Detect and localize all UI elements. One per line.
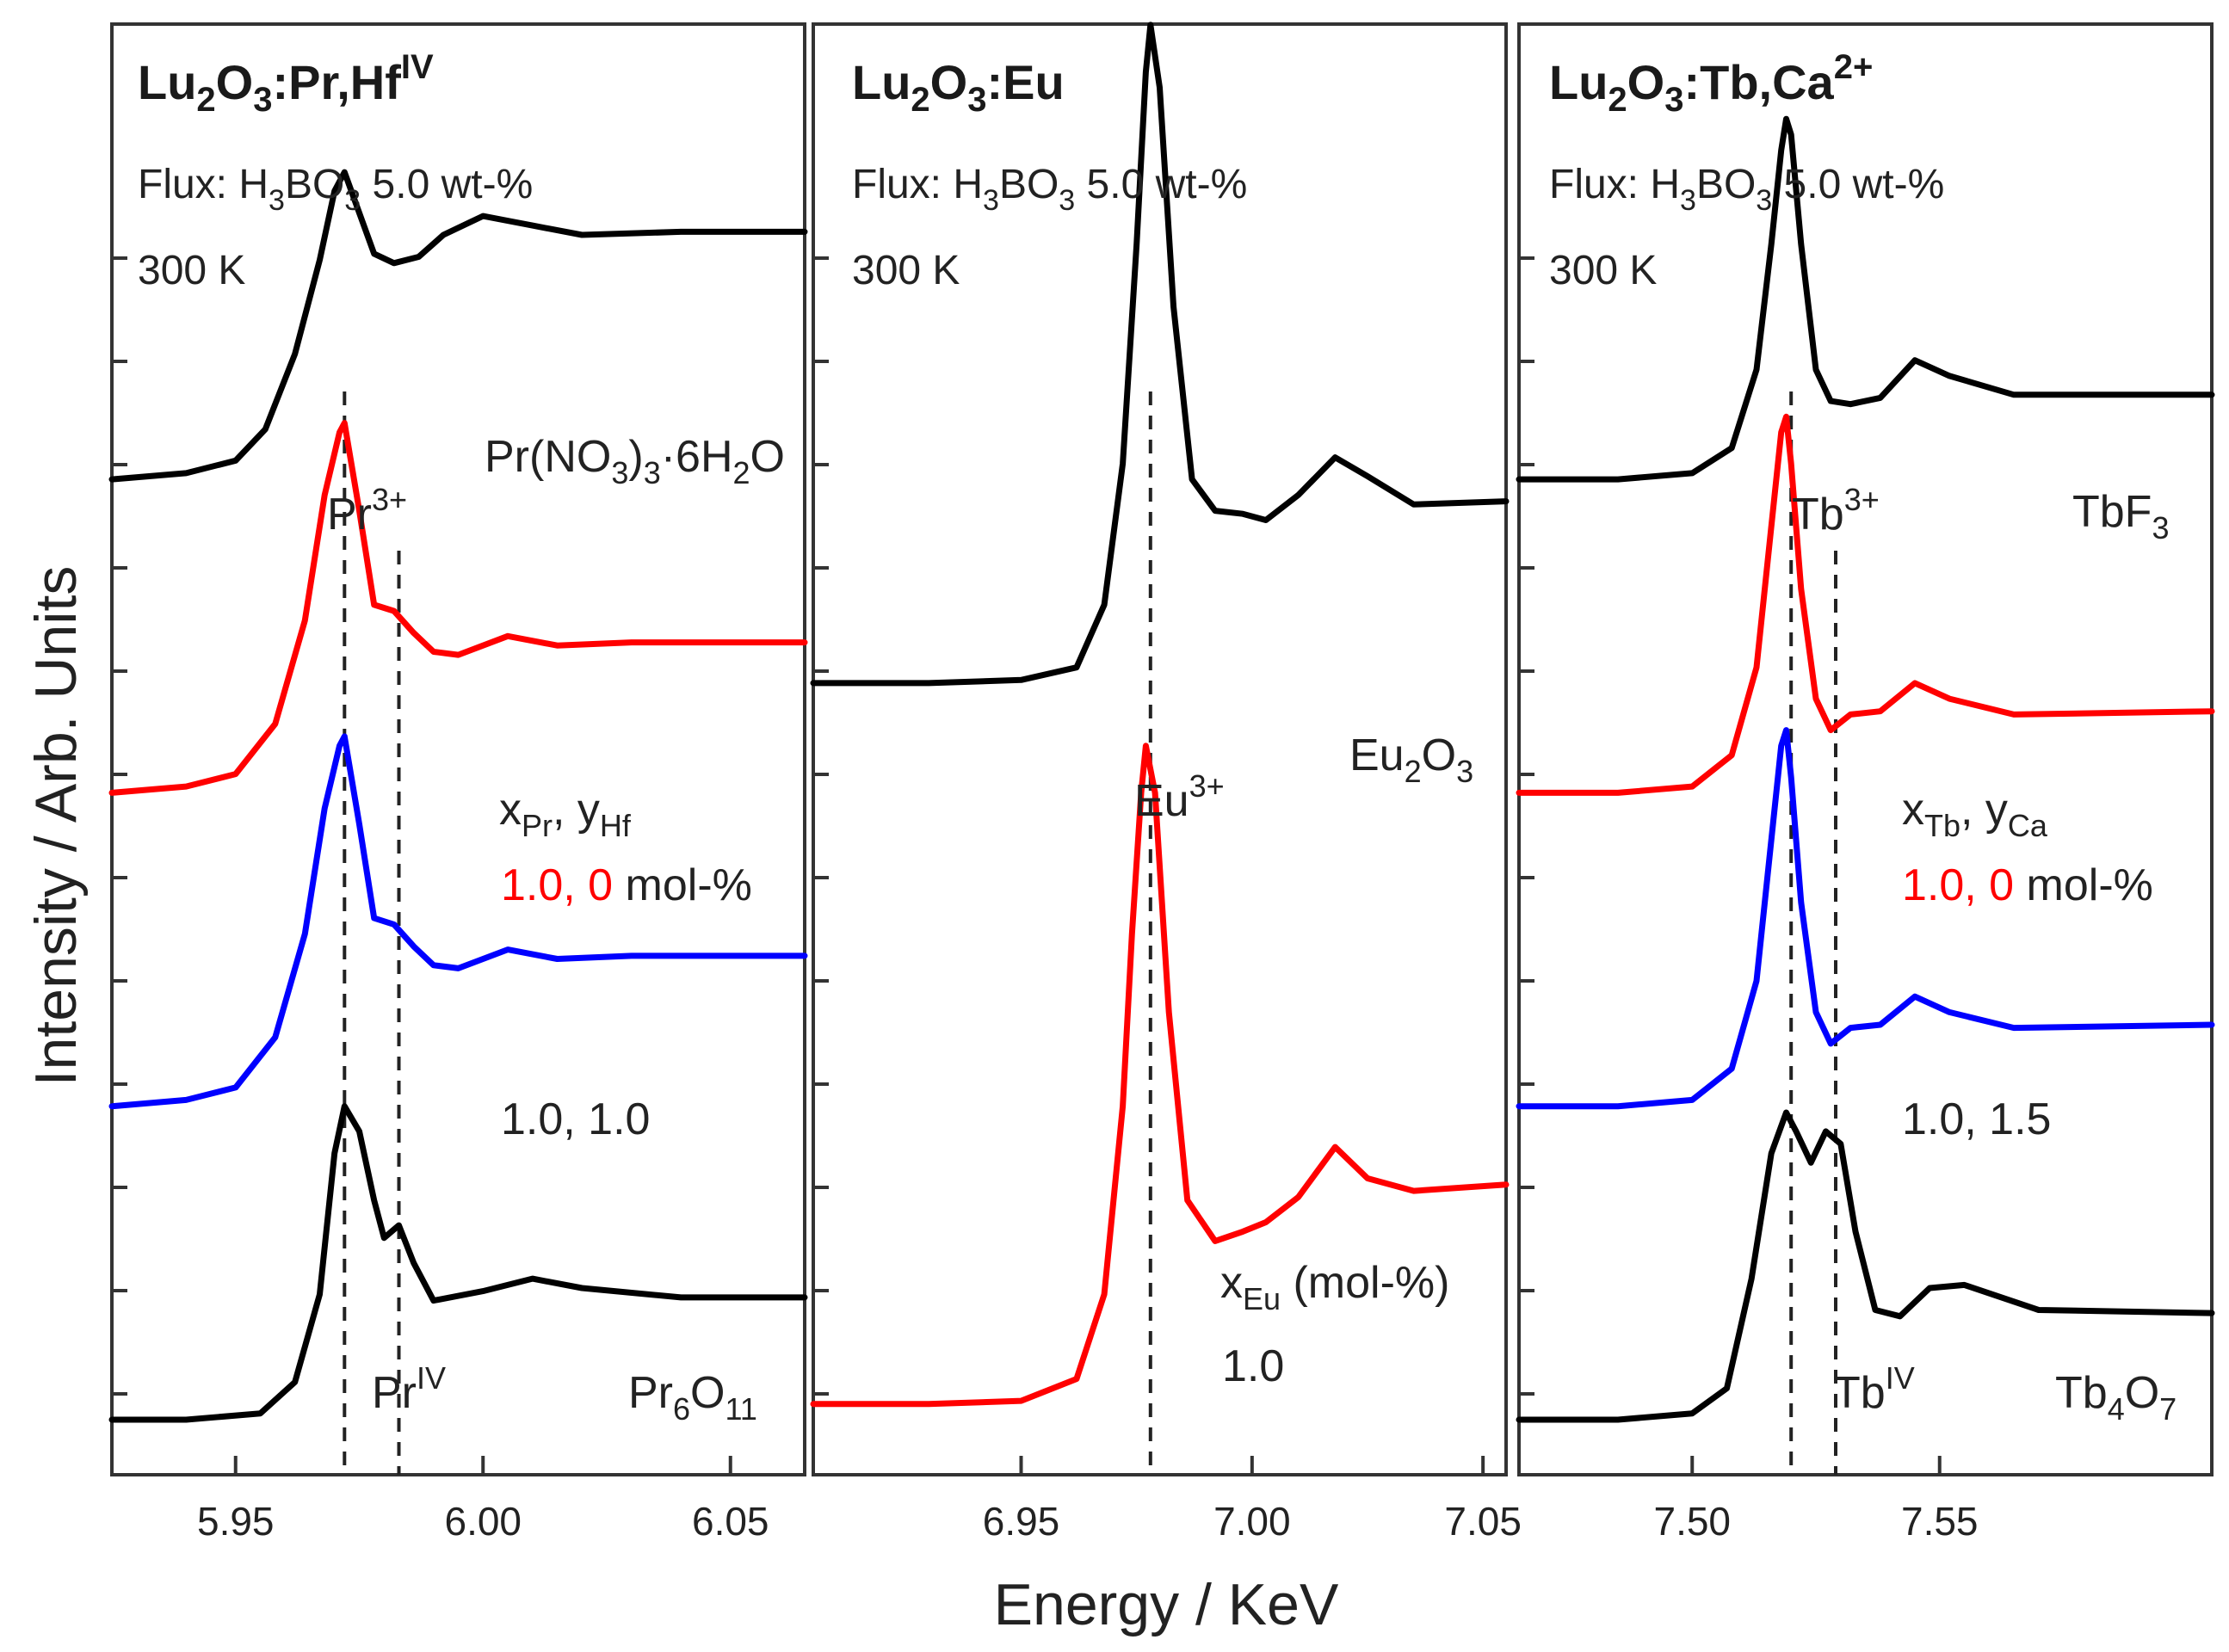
series-line-1 xyxy=(108,420,808,796)
conc-head: xEu (mol-%) xyxy=(1220,1258,1449,1316)
panel-frame xyxy=(110,22,806,1476)
series-line-0 xyxy=(108,169,808,483)
series-line-1 xyxy=(1516,413,2215,796)
spectra xyxy=(1516,115,2215,1423)
ref-lines xyxy=(1789,391,1837,1475)
x-tick-label: 6.05 xyxy=(692,1499,769,1544)
series-line-2 xyxy=(108,733,808,1110)
x-tick-label: 7.55 xyxy=(1901,1499,1979,1544)
series-line-0 xyxy=(810,22,1510,687)
temperature-note: 300 K xyxy=(138,248,245,293)
x-tick-label: 7.05 xyxy=(1444,1499,1522,1544)
x-ticks: 7.50 7.55 xyxy=(1519,256,1979,1544)
panel-title: Lu2O3:Tb,Ca2+ xyxy=(1549,48,1873,119)
x-tick-label: 7.50 xyxy=(1653,1499,1731,1544)
panel-title: Lu2O3:Pr,HfIV xyxy=(138,48,434,119)
temperature-note: 300 K xyxy=(852,248,960,293)
x-tick-label: 6.00 xyxy=(444,1499,522,1544)
flux-note: Flux: H3BO3 5.0 wt-% xyxy=(1549,162,1944,217)
ion-label: Eu3+ xyxy=(1134,768,1225,826)
x-axis-title: Energy / KeV xyxy=(994,1572,1339,1637)
conc-head: xPr, yHf xyxy=(499,785,632,843)
panel-eu: 6.95 7.00 7.05 Lu2O3:Eu Flux: H3BO3 5.0 wt… xyxy=(810,22,1522,1544)
spectra xyxy=(108,169,808,1423)
flux-note: Flux: H3BO3 5.0 wt-% xyxy=(852,162,1247,217)
y-axis-title: Intensity / Arb. Units xyxy=(23,566,89,1087)
spectra xyxy=(810,22,1510,1408)
x-tick-label: 6.95 xyxy=(983,1499,1060,1544)
x-ticks: 5.95 6.00 6.05 xyxy=(112,256,769,1544)
panel-title: Lu2O3:Eu xyxy=(852,55,1065,119)
series-line-3 xyxy=(1516,1109,2215,1423)
ref-label-top: TbF3 xyxy=(2072,487,2169,546)
conc-red: 1.0, 0 mol-% xyxy=(501,860,752,910)
ref-label-bottom: Pr6O11 xyxy=(628,1368,757,1427)
conc-red: 1.0 xyxy=(1222,1341,1284,1391)
panel-frame xyxy=(812,22,1508,1476)
series-line-2 xyxy=(1516,727,2215,1110)
conc-red: 1.0, 0 mol-% xyxy=(1902,860,2153,910)
ion4-label: TbIV xyxy=(1833,1360,1915,1418)
ref-lines xyxy=(343,391,401,1475)
conc-blue: 1.0, 1.0 xyxy=(501,1094,650,1144)
conc-blue: 1.0, 1.5 xyxy=(1902,1094,2051,1144)
ion-label: Tb3+ xyxy=(1792,482,1880,539)
panel-pr: 5.95 6.00 6.05 Lu2O3:Pr,HfIV Flux: H3BO3 5… xyxy=(108,22,808,1544)
ref-label-top: Pr(NO3)3·6H2O xyxy=(485,432,785,490)
flux-note: Flux: H3BO3 5.0 wt-% xyxy=(138,162,533,217)
series-line-0 xyxy=(1516,115,2215,483)
x-tick-label: 5.95 xyxy=(197,1499,275,1544)
temperature-note: 300 K xyxy=(1549,248,1657,293)
ref-label-bottom: Tb4O7 xyxy=(2055,1368,2177,1427)
series-line-3 xyxy=(108,1103,808,1423)
conc-head: xTb, yCa xyxy=(1902,785,2048,843)
series-line-1 xyxy=(810,743,1510,1408)
x-tick-label: 7.00 xyxy=(1213,1499,1291,1544)
x-ticks: 6.95 7.00 7.05 xyxy=(813,256,1522,1544)
panel-frame xyxy=(1517,22,2214,1476)
panel-tb: 7.50 7.55 Lu2O3:Tb,Ca2+ Flux: H3BO3 5.0 w… xyxy=(1516,22,2215,1544)
ion4-label: PrIV xyxy=(372,1360,446,1418)
ref-label-top: Eu2O3 xyxy=(1349,730,1473,789)
ion-label: Pr3+ xyxy=(327,482,407,539)
